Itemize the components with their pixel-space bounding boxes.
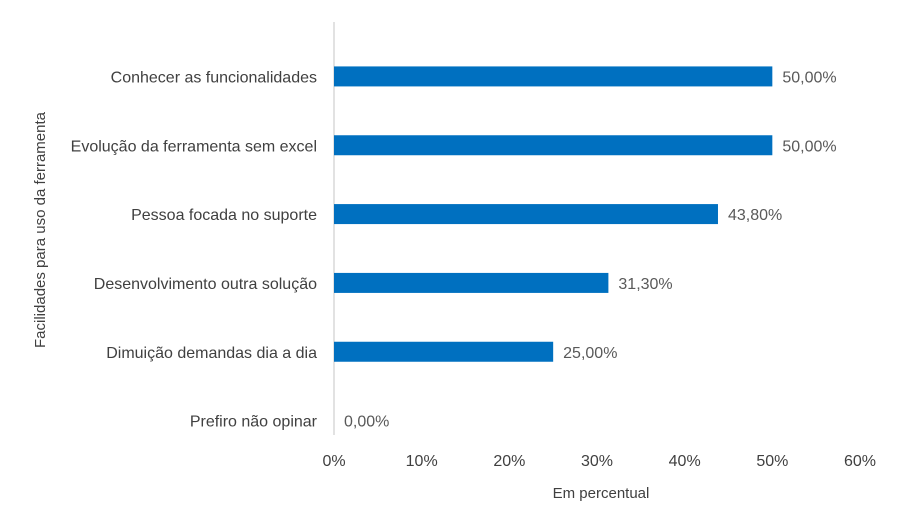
category-label: Dimuição demandas dia a dia <box>106 345 317 362</box>
category-label: Desenvolvimento outra solução <box>94 276 317 293</box>
data-label: 43,80% <box>728 207 782 224</box>
x-tick-label: 40% <box>669 453 701 470</box>
data-label: 31,30% <box>618 276 672 293</box>
category-label: Prefiro não opinar <box>190 414 318 431</box>
bar <box>334 272 609 293</box>
data-label: 50,00% <box>782 138 836 155</box>
bars-group <box>334 66 773 362</box>
bar <box>334 341 554 362</box>
x-tick-label: 50% <box>756 453 788 470</box>
y-axis-title: Facilidades para uso da ferramenta <box>32 111 49 348</box>
category-label: Conhecer as funcionalidades <box>111 69 317 86</box>
data-label: 0,00% <box>344 414 389 431</box>
x-tick-label: 0% <box>322 453 345 470</box>
bar <box>334 66 773 87</box>
value-labels: 50,00% 50,00% 43,80% 31,30% 25,00% 0,00% <box>344 69 837 430</box>
x-tick-label: 20% <box>493 453 525 470</box>
x-tick-labels: 0% 10% 20% 30% 40% 50% 60% <box>322 453 876 470</box>
category-label: Evolução da ferramenta sem excel <box>71 138 317 155</box>
category-label: Pessoa focada no suporte <box>131 207 317 224</box>
x-tick-label: 30% <box>581 453 613 470</box>
x-tick-label: 10% <box>406 453 438 470</box>
bar <box>334 135 773 156</box>
category-labels: Conhecer as funcionalidades Evolução da f… <box>71 69 318 430</box>
data-label: 50,00% <box>782 69 836 86</box>
x-axis-title: Em percentual <box>553 485 650 502</box>
data-label: 25,00% <box>563 345 617 362</box>
bar <box>334 204 718 225</box>
x-tick-label: 60% <box>844 453 876 470</box>
